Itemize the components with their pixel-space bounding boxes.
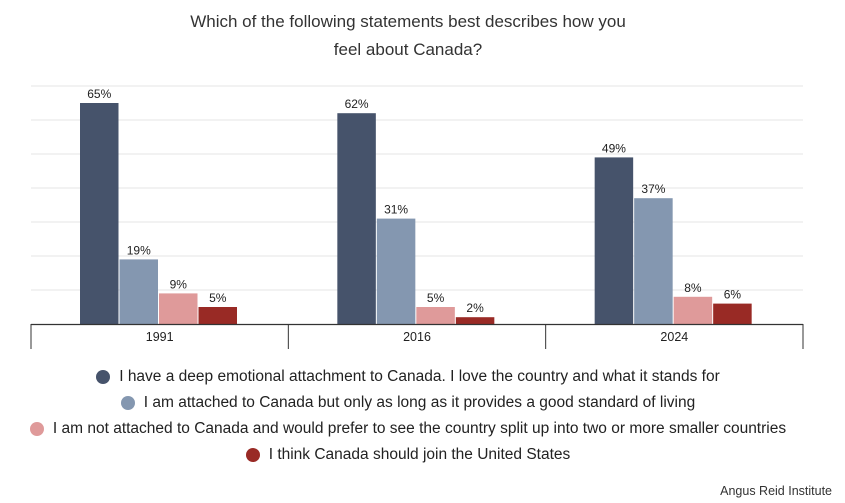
data-label: 9% — [170, 277, 188, 291]
legend-swatch — [29, 422, 44, 436]
legend-item: I think Canada should join the United St… — [0, 442, 816, 468]
bar — [80, 103, 119, 324]
bar — [594, 157, 634, 324]
chart-title-line-2: feel about Canada? — [333, 40, 483, 59]
legend-item: I am not attached to Canada and would pr… — [0, 416, 816, 442]
legend-swatch — [120, 396, 135, 410]
bar — [119, 259, 158, 324]
data-label: 5% — [209, 291, 227, 305]
bar — [376, 218, 416, 324]
data-label: 5% — [427, 291, 445, 305]
legend: I have a deep emotional attachment to Ca… — [0, 364, 816, 468]
bar — [198, 307, 237, 324]
data-label: 37% — [641, 182, 665, 196]
legend-label: I think Canada should join the United St… — [268, 446, 571, 463]
data-label: 2% — [466, 301, 484, 315]
bar — [416, 307, 455, 324]
data-label: 6% — [724, 288, 742, 302]
data-label: 31% — [384, 203, 408, 217]
bar — [337, 113, 376, 324]
x-tick-label: 2024 — [660, 330, 688, 344]
bar — [455, 317, 495, 324]
x-tick-label: 2016 — [403, 330, 431, 344]
data-label: 19% — [127, 243, 151, 257]
data-label: 49% — [602, 141, 626, 155]
bar-chart: 65% 19% 9% 5% 62% 31% 5% 2% 49% 37% 8% 6% 1991 2016 20… — [30, 85, 804, 349]
legend-label: I am attached to Canada but only as long… — [143, 394, 696, 411]
data-label: 65% — [87, 87, 111, 101]
bar — [673, 296, 713, 324]
bar — [713, 303, 752, 324]
legend-swatch — [96, 370, 111, 384]
chart-title-line-1: Which of the following statements best d… — [190, 12, 626, 31]
legend-label: I have a deep emotional attachment to Ca… — [119, 368, 720, 385]
data-label: 8% — [684, 281, 702, 295]
chart-title: Which of the following statements best d… — [0, 8, 816, 64]
x-tick-label: 1991 — [146, 330, 174, 344]
source-credit: Angus Reid Institute — [720, 484, 832, 498]
bar — [634, 198, 673, 324]
legend-swatch — [245, 448, 260, 462]
legend-item: I have a deep emotional attachment to Ca… — [0, 364, 816, 390]
bar — [159, 293, 198, 324]
legend-item: I am attached to Canada but only as long… — [0, 390, 816, 416]
data-label: 62% — [345, 97, 369, 111]
legend-label: I am not attached to Canada and would pr… — [52, 420, 787, 437]
